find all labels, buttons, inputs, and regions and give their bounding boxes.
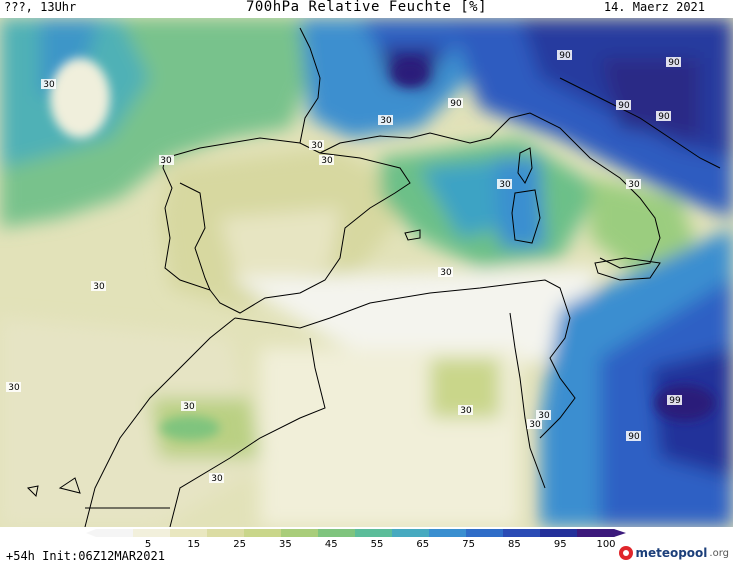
contour-label: 30: [536, 410, 551, 421]
colorbar-swatch: [540, 529, 578, 537]
colorbar-swatch: [170, 529, 208, 537]
humidity-map: 30 30 30 30 30 30 30 30 30 30 30 30 30 3…: [0, 18, 733, 527]
contour-label: 30: [626, 179, 641, 190]
colorbar-swatch: [503, 529, 541, 537]
brand-name: meteopool: [635, 546, 708, 560]
contour-label: 30: [181, 401, 196, 412]
colorbar-tick-label: 65: [416, 539, 429, 549]
footer: 5 15 25 35 45 55 65 75 85 95 100 +54h Init:06Z12MA…: [0, 527, 733, 566]
contour-label: 90: [666, 57, 681, 68]
colorbar-swatch: [577, 529, 615, 537]
svg-text:90: 90: [628, 432, 640, 442]
svg-text:30: 30: [628, 180, 640, 190]
contour-label: 30: [209, 473, 224, 484]
colorbar-tick-label: 5: [145, 539, 151, 549]
svg-text:99: 99: [669, 396, 681, 406]
svg-text:30: 30: [380, 116, 392, 126]
map-title: 700hPa Relative Feuchte [%]: [245, 0, 488, 15]
colorbar-swatch: [429, 529, 467, 537]
svg-text:30: 30: [160, 156, 172, 166]
contour-label: 30: [6, 382, 21, 393]
svg-text:30: 30: [499, 180, 511, 190]
header: ???, 13Uhr 700hPa Relative Feuchte [%] 1…: [0, 0, 733, 18]
colorbar-low-arrow: [86, 529, 96, 537]
svg-text:30: 30: [321, 156, 333, 166]
colorbar: 5 15 25 35 45 55 65 75 85 95 100: [86, 529, 626, 549]
contour-label: 30: [91, 281, 106, 292]
colorbar-swatch: [392, 529, 430, 537]
svg-text:90: 90: [658, 112, 670, 122]
colorbar-tick-label: 85: [508, 539, 521, 549]
svg-text:30: 30: [183, 402, 195, 412]
colorbar-tick-label: 15: [187, 539, 200, 549]
svg-text:30: 30: [43, 80, 55, 90]
colorbar-swatch: [318, 529, 356, 537]
contour-label: 90: [557, 50, 572, 61]
init-label: +54h Init:06Z12MAR2021: [6, 549, 165, 563]
colorbar-ticks: 5 15 25 35 45 55 65 75 85 95 100: [145, 539, 616, 549]
meteopool-link[interactable]: meteopool .org: [619, 546, 729, 560]
svg-text:90: 90: [450, 99, 462, 109]
contour-label: 30: [438, 267, 453, 278]
colorbar-swatch: [244, 529, 282, 537]
colorbar-tick-label: 35: [279, 539, 292, 549]
svg-text:30: 30: [311, 141, 323, 151]
contour-label: 99: [667, 395, 682, 406]
svg-text:30: 30: [8, 383, 20, 393]
contour-labels: 30 30 30 30 30 30 30 30 30 30 30 30 30 3…: [6, 50, 682, 484]
svg-text:90: 90: [618, 101, 630, 111]
contour-label: 30: [319, 155, 334, 166]
contour-label: 30: [41, 79, 56, 90]
svg-text:30: 30: [440, 268, 452, 278]
colorbar-swatches: [86, 529, 626, 537]
svg-text:30: 30: [93, 282, 105, 292]
map-canvas: 30 30 30 30 30 30 30 30 30 30 30 30 30 3…: [0, 18, 733, 527]
brand-domain: .org: [709, 547, 729, 559]
colorbar-swatch: [355, 529, 393, 537]
svg-text:30: 30: [529, 420, 541, 430]
contour-label: 90: [656, 111, 671, 122]
colorbar-swatch: [133, 529, 171, 537]
colorbar-tick-label: 95: [554, 539, 567, 549]
contour-label: 90: [616, 100, 631, 111]
colorbar-tick-label: 100: [596, 539, 615, 549]
colorbar-tick-label: 55: [371, 539, 384, 549]
coastlines: [26, 27, 721, 527]
colorbar-high-arrow: [614, 529, 626, 537]
contour-label: 90: [626, 431, 641, 442]
contour-label: 90: [448, 98, 463, 109]
svg-text:30: 30: [538, 411, 550, 421]
colorbar-swatch: [466, 529, 504, 537]
meteopool-logo-icon: [619, 546, 634, 560]
contour-label: 30: [309, 140, 324, 151]
colorbar-swatch: [281, 529, 319, 537]
colorbar-tick-label: 25: [233, 539, 246, 549]
colorbar-swatch: [207, 529, 245, 537]
contour-label: 30: [527, 419, 542, 430]
contour-label: 30: [458, 405, 473, 416]
svg-text:30: 30: [211, 474, 223, 484]
contour-label: 30: [497, 179, 512, 190]
contour-label: 30: [378, 115, 393, 126]
run-label: ???, 13Uhr: [4, 0, 77, 14]
svg-text:90: 90: [559, 51, 571, 61]
contour-label: 30: [159, 155, 174, 166]
svg-text:30: 30: [460, 406, 472, 416]
valid-date: 14. Maerz 2021: [603, 0, 705, 14]
svg-text:90: 90: [668, 58, 680, 68]
colorbar-swatch: [96, 529, 134, 537]
colorbar-tick-label: 45: [325, 539, 338, 549]
colorbar-tick-label: 75: [462, 539, 475, 549]
